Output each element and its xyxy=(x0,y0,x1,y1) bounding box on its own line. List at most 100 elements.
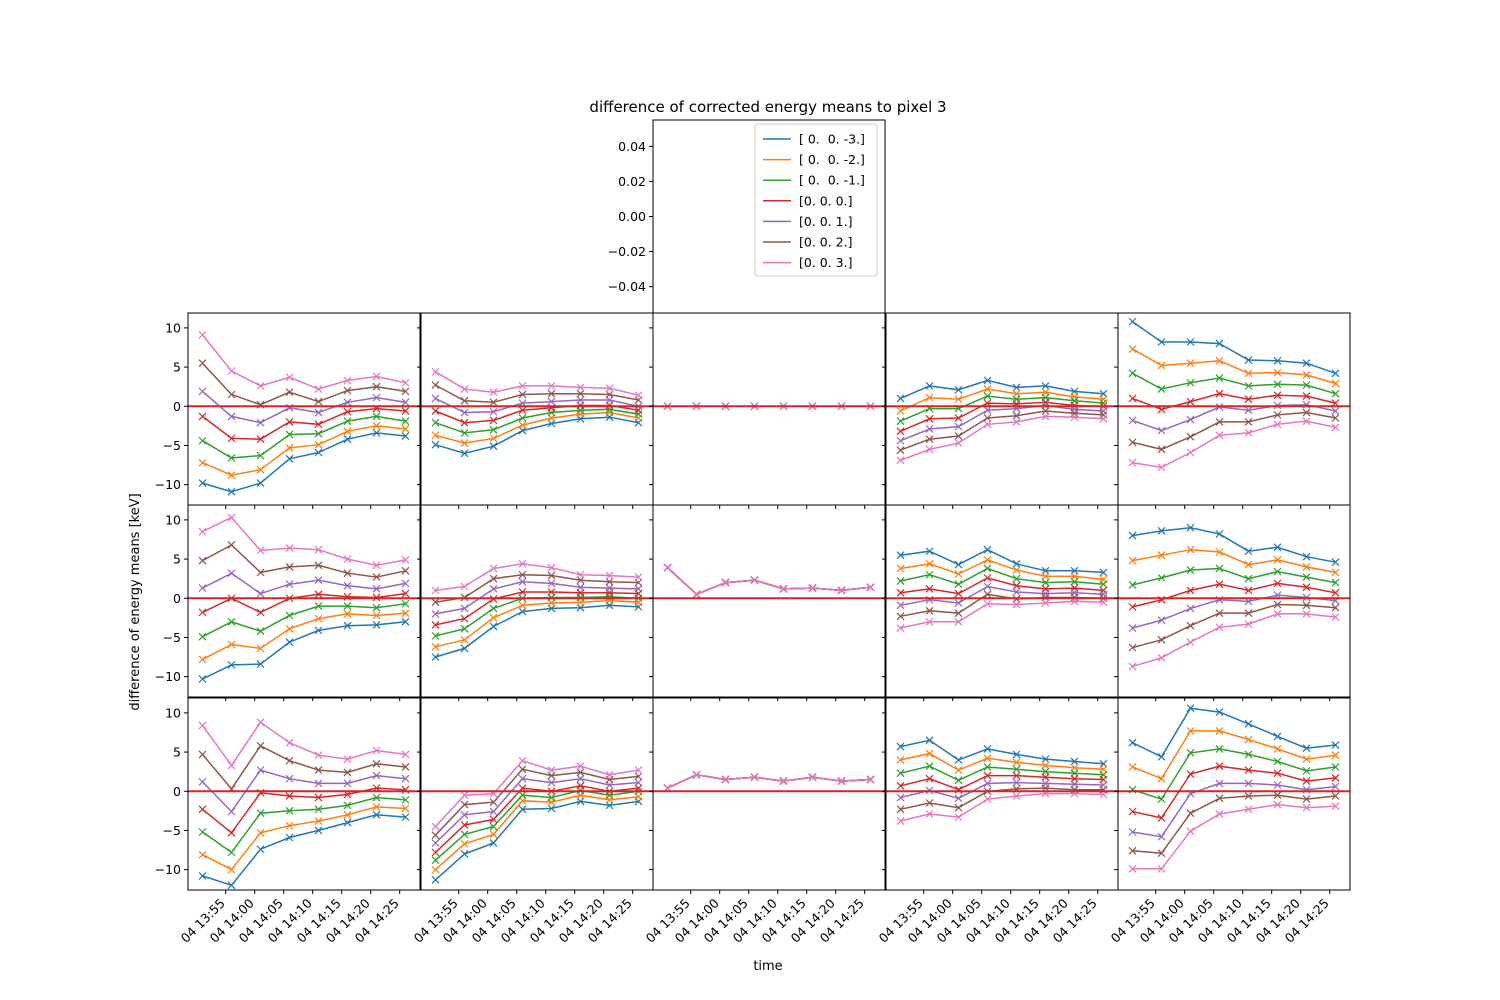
series-line-0 xyxy=(202,621,406,680)
data-point-marker xyxy=(925,445,934,454)
data-point-marker xyxy=(1331,407,1340,415)
panel-r1-c3 xyxy=(882,504,1119,701)
data-point-marker xyxy=(1331,741,1340,749)
series-line-3 xyxy=(435,591,639,626)
data-point-marker xyxy=(1215,810,1224,818)
data-point-marker xyxy=(227,828,236,837)
y-tick-label: −5 xyxy=(163,630,181,645)
data-point-marker xyxy=(256,465,265,474)
series-line-6 xyxy=(1132,803,1336,870)
data-point-marker xyxy=(1186,638,1195,647)
data-point-marker xyxy=(896,446,905,455)
data-point-marker xyxy=(1128,763,1137,771)
panel-frame xyxy=(187,697,421,891)
data-point-marker xyxy=(925,799,934,807)
top-y-tick-label: 0.04 xyxy=(618,139,646,154)
data-point-marker xyxy=(1157,463,1166,472)
data-point-marker xyxy=(1215,609,1224,618)
series-line-6 xyxy=(435,563,639,592)
data-point-marker xyxy=(314,602,323,611)
series-line-2 xyxy=(435,789,639,861)
data-point-marker xyxy=(1128,581,1137,589)
y-tick-label: 0 xyxy=(173,784,181,799)
data-point-marker xyxy=(896,755,905,764)
data-point-marker xyxy=(489,613,498,622)
data-point-marker xyxy=(547,778,556,787)
data-point-marker xyxy=(401,417,410,426)
data-point-marker xyxy=(460,396,469,405)
series-line-4 xyxy=(201,769,406,813)
data-point-marker xyxy=(1302,573,1311,582)
y-tick-label: −5 xyxy=(163,823,181,838)
series-line-6 xyxy=(900,792,1104,822)
data-point-marker xyxy=(401,432,410,440)
data-point-marker xyxy=(1186,704,1195,713)
data-point-marker xyxy=(343,555,352,563)
data-point-marker xyxy=(256,766,265,775)
data-point-marker xyxy=(1331,423,1340,432)
panel-r0-c0: −10 −5 0 5 10 xyxy=(155,312,421,509)
data-point-marker xyxy=(343,602,352,611)
data-point-marker xyxy=(1186,726,1195,735)
data-point-marker xyxy=(1302,755,1311,764)
data-point-marker xyxy=(896,551,905,560)
data-point-marker xyxy=(1302,777,1311,785)
y-tick-label: 5 xyxy=(173,360,181,375)
data-point-marker xyxy=(983,754,992,763)
data-point-marker xyxy=(1302,408,1311,417)
series-line-3 xyxy=(900,577,1104,595)
data-point-marker xyxy=(1302,744,1311,753)
data-point-marker xyxy=(227,513,236,522)
data-point-marker xyxy=(1186,448,1195,457)
legend-box xyxy=(754,123,878,277)
data-point-marker xyxy=(547,793,556,802)
data-point-marker xyxy=(1331,774,1340,782)
data-point-marker xyxy=(1215,708,1224,717)
data-point-marker xyxy=(489,604,498,613)
data-point-marker xyxy=(1070,577,1079,586)
data-point-marker xyxy=(954,776,963,785)
data-point-marker xyxy=(227,541,236,549)
data-point-marker xyxy=(1302,392,1311,400)
data-point-marker xyxy=(576,570,585,579)
series-line-5 xyxy=(435,573,639,603)
series-line-0 xyxy=(900,548,1104,574)
data-point-marker xyxy=(896,394,905,403)
series-line-4 xyxy=(202,572,406,595)
data-point-marker xyxy=(314,779,323,788)
data-point-marker xyxy=(1157,551,1166,560)
data-point-marker xyxy=(1157,813,1166,822)
data-point-marker xyxy=(1128,846,1137,855)
data-point-marker xyxy=(314,429,323,438)
data-point-marker xyxy=(314,408,323,417)
data-point-marker xyxy=(285,756,294,765)
series-line-2 xyxy=(202,796,406,854)
data-point-marker xyxy=(1186,809,1195,818)
data-point-marker xyxy=(401,609,410,618)
data-point-marker xyxy=(343,610,352,618)
data-point-marker xyxy=(256,546,265,555)
data-point-marker xyxy=(983,795,992,804)
data-point-marker xyxy=(431,367,440,376)
data-point-marker xyxy=(401,774,410,783)
data-point-marker xyxy=(1157,445,1166,454)
data-point-marker xyxy=(1331,603,1340,612)
data-point-marker xyxy=(372,746,381,755)
data-point-marker xyxy=(925,606,934,615)
data-point-marker xyxy=(372,611,381,620)
data-point-marker xyxy=(983,771,992,780)
series-line-1 xyxy=(1132,348,1336,385)
data-point-marker xyxy=(460,635,469,644)
series-line-5 xyxy=(900,787,1104,811)
data-point-marker xyxy=(779,777,788,785)
data-point-marker xyxy=(1041,398,1050,407)
data-point-marker xyxy=(256,435,265,444)
data-point-marker xyxy=(1273,368,1282,377)
data-point-marker xyxy=(896,817,905,825)
data-point-marker xyxy=(401,795,410,804)
data-point-marker xyxy=(605,390,614,399)
data-point-marker xyxy=(372,428,381,437)
data-point-marker xyxy=(256,741,265,750)
data-point-marker xyxy=(1128,394,1137,403)
data-point-marker xyxy=(896,793,905,802)
